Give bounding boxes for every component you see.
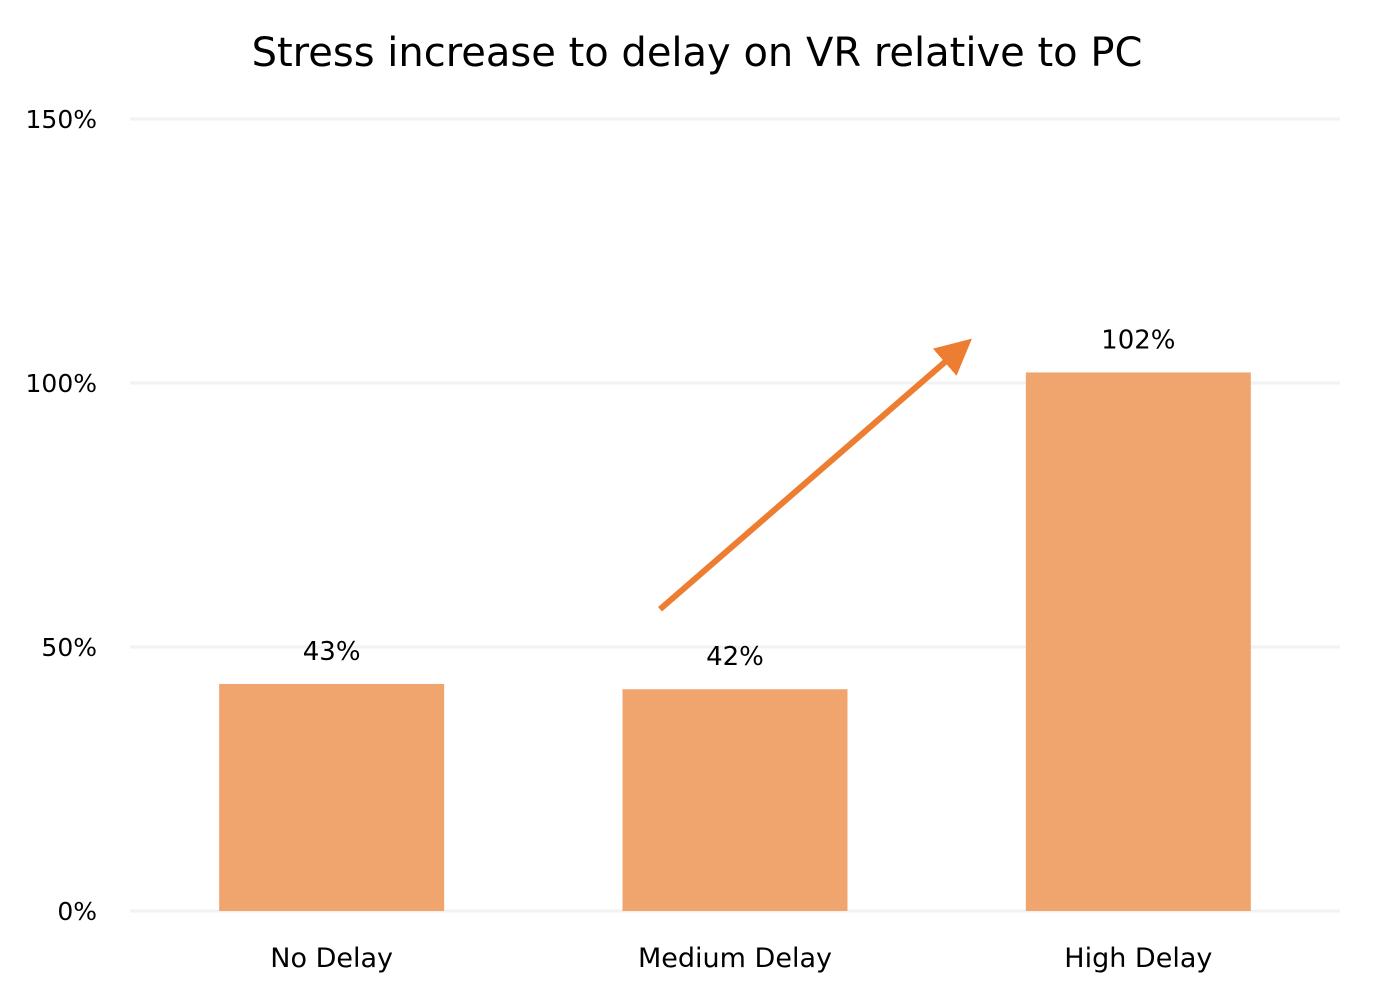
bar xyxy=(622,689,848,911)
x-axis: No Delay Medium Delay High Delay xyxy=(270,943,1212,974)
y-tick-label: 50% xyxy=(41,633,97,662)
data-label: 102% xyxy=(1101,325,1175,355)
bar xyxy=(1025,372,1251,911)
x-tick-label: High Delay xyxy=(1064,943,1212,974)
chart-title: Stress increase to delay on VR relative … xyxy=(252,30,1143,76)
data-label: 43% xyxy=(303,637,361,667)
bar xyxy=(219,683,445,911)
bars xyxy=(219,372,1251,911)
y-tick-label: 150% xyxy=(26,105,97,134)
increase-arrow xyxy=(658,338,972,612)
y-tick-label: 0% xyxy=(57,897,97,926)
annotations xyxy=(658,338,972,612)
y-tick-label: 100% xyxy=(26,369,97,398)
y-axis: 0% 50% 100% 150% xyxy=(26,105,97,926)
x-tick-label: Medium Delay xyxy=(638,943,832,974)
data-label: 42% xyxy=(706,642,764,672)
x-tick-label: No Delay xyxy=(270,943,393,974)
data-labels: 43% 42% 102% xyxy=(303,325,1176,672)
